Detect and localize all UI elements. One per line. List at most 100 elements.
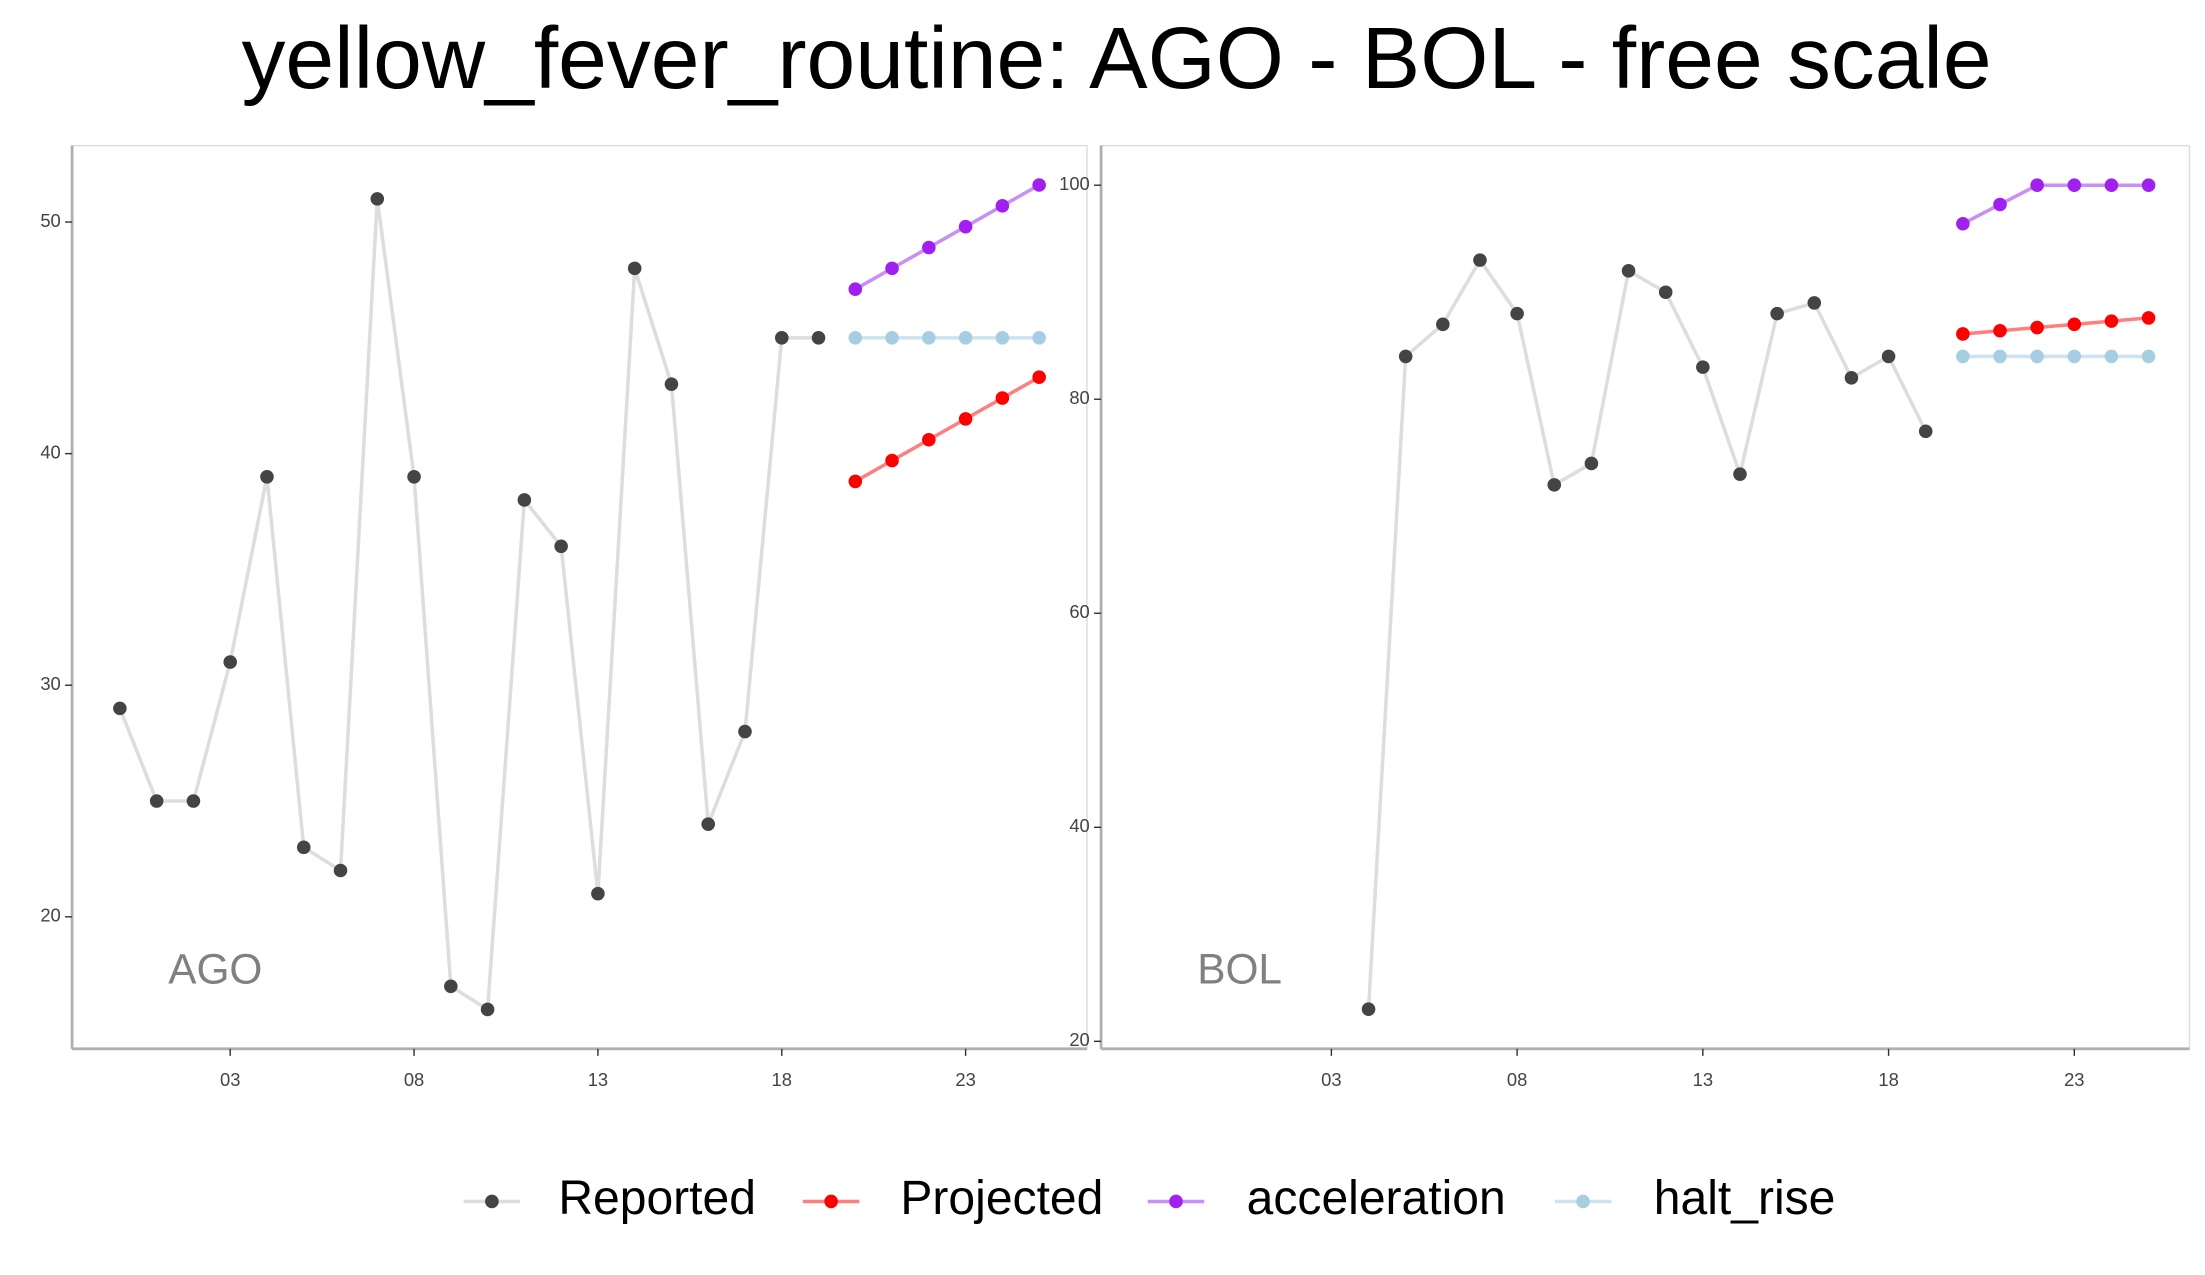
x-tick-label: 23 — [2064, 1069, 2084, 1090]
y-tick-label: 100 — [1059, 173, 1090, 194]
data-point — [444, 979, 458, 994]
data-point — [1032, 331, 1046, 345]
data-point — [922, 331, 936, 345]
data-point — [1032, 370, 1046, 384]
data-point — [1658, 285, 1673, 300]
data-point — [1956, 349, 1970, 364]
data-point — [2141, 349, 2156, 364]
panel-label: BOL — [1197, 946, 1282, 993]
data-point — [1807, 296, 1822, 310]
x-tick-label: 08 — [1507, 1069, 1527, 1090]
panel-label: AGO — [168, 946, 262, 993]
data-point — [370, 192, 385, 206]
data-point — [113, 701, 127, 716]
data-point — [958, 331, 973, 345]
data-point — [664, 377, 679, 391]
data-point — [811, 331, 826, 345]
data-point — [995, 331, 1010, 345]
data-point — [1993, 323, 2007, 338]
y-tick-label: 30 — [40, 673, 60, 694]
y-tick-label: 60 — [1069, 601, 1089, 622]
data-point — [1993, 197, 2007, 212]
data-point — [149, 794, 164, 808]
x-tick-label: 23 — [955, 1069, 975, 1090]
data-point — [1510, 306, 1524, 321]
data-point — [1584, 456, 1599, 471]
y-tick-label: 20 — [40, 905, 60, 926]
legend-dot — [824, 1194, 838, 1209]
data-point — [2104, 314, 2119, 328]
data-point — [885, 331, 899, 345]
x-tick-label: 13 — [1693, 1069, 1713, 1090]
legend-dot — [1576, 1194, 1590, 1209]
data-point — [2067, 349, 2082, 364]
data-point — [848, 474, 863, 489]
data-point — [848, 282, 863, 296]
data-point — [1696, 360, 1710, 374]
y-tick-label: 40 — [40, 441, 60, 462]
data-point — [1361, 1002, 1376, 1017]
data-point — [995, 391, 1010, 405]
data-point — [848, 331, 863, 345]
data-point — [885, 453, 899, 468]
legend-label: acceleration — [1247, 1172, 1506, 1225]
data-point — [296, 840, 311, 855]
data-point — [1621, 264, 1636, 278]
data-point — [922, 240, 936, 255]
data-point — [701, 817, 716, 831]
data-point — [480, 1002, 495, 1017]
data-point — [774, 331, 789, 345]
data-point — [223, 655, 237, 669]
data-point — [2030, 320, 2044, 335]
data-point — [2067, 178, 2082, 192]
data-point — [2141, 311, 2156, 325]
data-point — [554, 539, 568, 554]
data-point — [1733, 467, 1747, 481]
series-line — [1366, 256, 1928, 1010]
data-point — [2141, 178, 2156, 192]
legend-label: halt_rise — [1654, 1172, 1836, 1225]
data-point — [1918, 424, 1933, 439]
data-point — [995, 199, 1010, 213]
data-point — [2104, 178, 2119, 192]
data-point — [1398, 349, 1413, 364]
x-tick-label: 18 — [772, 1069, 792, 1090]
y-tick-label: 20 — [1069, 1029, 1089, 1050]
data-point — [922, 432, 936, 447]
data-point — [2030, 178, 2044, 192]
data-point — [627, 261, 642, 276]
data-point — [1956, 216, 1970, 231]
data-point — [407, 470, 421, 484]
data-point — [1547, 478, 1562, 492]
data-point — [2030, 349, 2044, 364]
data-point — [1770, 306, 1784, 321]
data-point — [260, 470, 274, 484]
data-point — [591, 886, 605, 901]
data-point — [958, 412, 973, 426]
x-tick-label: 13 — [588, 1069, 608, 1090]
y-tick-label: 50 — [40, 210, 60, 231]
data-point — [517, 493, 532, 507]
data-point — [885, 261, 899, 276]
data-point — [333, 863, 348, 878]
data-point — [186, 794, 201, 808]
x-tick-label: 03 — [1321, 1069, 1341, 1090]
x-tick-label: 08 — [404, 1069, 424, 1090]
data-point — [958, 219, 973, 234]
series-line — [118, 198, 819, 1013]
y-tick-label: 40 — [1069, 815, 1089, 836]
data-point — [1956, 327, 1970, 341]
data-point — [2067, 317, 2082, 332]
data-point — [1881, 349, 1896, 364]
series-line — [854, 183, 1041, 291]
data-point — [1844, 371, 1859, 385]
chart-title: yellow_fever_routine: AGO - BOL - free s… — [242, 9, 1992, 107]
legend-dot — [485, 1194, 499, 1209]
data-point — [1473, 253, 1487, 267]
x-tick-label: 03 — [220, 1069, 240, 1090]
series-line — [854, 375, 1041, 483]
data-point — [1436, 317, 1450, 332]
data-point — [738, 724, 752, 739]
